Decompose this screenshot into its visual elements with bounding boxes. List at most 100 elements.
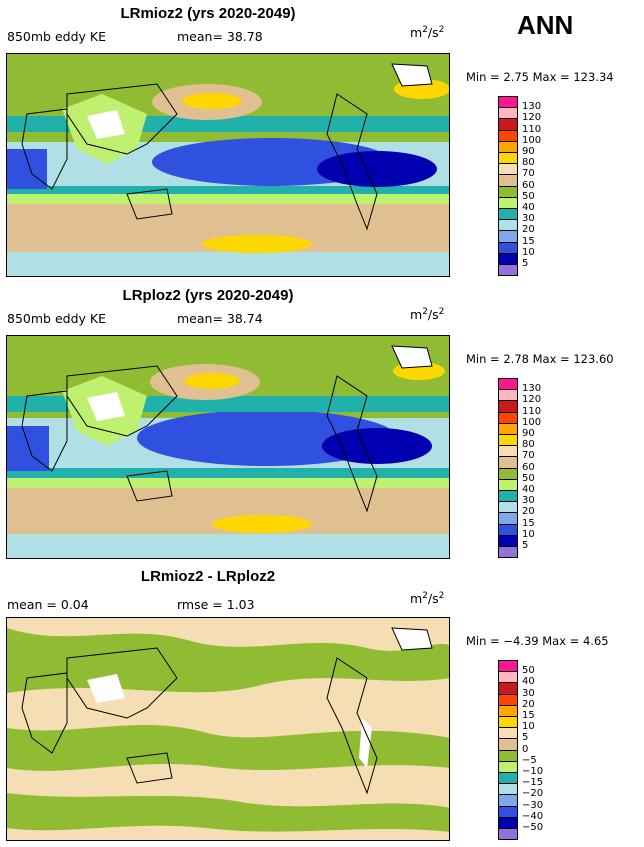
colorbar-level-label: 130 <box>522 383 542 395</box>
colorbar-level-label: 50 <box>522 190 535 202</box>
panel2-minmax: Min = 2.78 Max = 123.60 <box>466 352 614 366</box>
colorbar-level-label: 100 <box>522 134 542 146</box>
panel3-rmse: rmse = 1.03 <box>177 597 255 612</box>
colorbar-level-label: 60 <box>522 461 535 473</box>
colorbar-level-label: 10 <box>522 246 535 258</box>
colorbar-level-label: 5 <box>522 732 529 744</box>
colorbar-level-label: 20 <box>522 224 535 236</box>
tibetan-plateau-mask <box>87 392 125 421</box>
colorbar-level-label: 40 <box>522 202 535 213</box>
panel1-title: LRmioz2 (yrs 2020-2049) <box>120 5 296 22</box>
greenland <box>391 63 433 87</box>
australia-coastline <box>126 470 173 502</box>
colorbar-level-label: −15 <box>522 777 544 789</box>
panel2-title: LRploz2 (yrs 2020-2049) <box>122 287 294 304</box>
colorbar-level-label: −50 <box>522 822 544 833</box>
antarctic-band <box>7 252 449 276</box>
colorbar-level-label: 15 <box>522 235 535 247</box>
southern-ocean-max <box>212 515 312 533</box>
colorbar-level-label: −20 <box>522 788 544 800</box>
north-pacific-max <box>182 93 242 109</box>
eastern-pacific-min <box>322 428 432 464</box>
colorbar-level-label: 40 <box>522 676 535 688</box>
panel1-units: m2/s2 <box>410 25 445 41</box>
australia-coastline <box>126 188 173 220</box>
panel1-colorbar: 130 120 110 100 90 80 70 60 50 40 30 20 15 10 5 <box>498 96 541 277</box>
colorbar-level-label: 110 <box>522 405 542 417</box>
panel2-map <box>6 335 450 559</box>
colorbar-level-label: 5 <box>522 540 529 551</box>
colorbar-level-label: 90 <box>522 146 535 157</box>
andes-mask <box>359 718 372 768</box>
african-low <box>7 149 47 189</box>
colorbar-level-label: 90 <box>522 428 535 439</box>
panel3-title: LRmioz2 - LRploz2 <box>140 568 276 585</box>
colorbar-level-label: 70 <box>522 168 535 180</box>
panel3-mean: mean = 0.04 <box>7 597 89 612</box>
colorbar-level-label: 110 <box>522 123 542 135</box>
southern-teal-band <box>7 468 449 478</box>
colorbar-level-label: 130 <box>522 101 542 113</box>
colorbar-level-label: 50 <box>522 472 535 484</box>
southern-ocean-max <box>202 235 312 253</box>
colorbar-level-label: 100 <box>522 416 542 428</box>
panel3-colorbar: 50 40 30 20 15 10 5 0 −5 −10 −15 −20 −30 −40 −50 <box>498 660 543 841</box>
colorbar-level-label: 80 <box>522 439 535 451</box>
colorbar-level-label: 120 <box>522 394 542 406</box>
colorbar-level-label: 5 <box>522 258 529 269</box>
colorbar-swatch <box>498 546 518 559</box>
southern-teal-band <box>7 186 449 194</box>
greenland <box>391 627 433 651</box>
americas-coastline <box>326 657 378 795</box>
eastern-pacific-min <box>317 151 437 187</box>
tropical-diff-region <box>7 725 449 771</box>
panel3-units: m2/s2 <box>410 591 445 607</box>
colorbar-level-label: 120 <box>522 112 542 124</box>
colorbar-level-label: −10 <box>522 766 544 777</box>
colorbar-level-label: 40 <box>522 484 535 495</box>
colorbar-level-label: −5 <box>522 754 537 766</box>
colorbar-level-label: 80 <box>522 157 535 169</box>
panel2-units: m2/s2 <box>410 307 445 323</box>
season-label: ANN <box>517 10 574 40</box>
tibetan-plateau-mask <box>87 110 125 139</box>
asia-coastline <box>66 365 178 437</box>
panel1-map <box>6 53 450 277</box>
asia-coastline <box>66 83 178 155</box>
panel2-variable: 850mb eddy KE <box>7 311 106 326</box>
colorbar-level-label: 60 <box>522 179 535 191</box>
colorbar-level-label: 20 <box>522 698 535 710</box>
tibetan-plateau-mask <box>87 674 125 703</box>
southern-green-band <box>7 194 449 204</box>
panel2-colorbar: 130 120 110 100 90 80 70 60 50 40 30 20 15 10 5 <box>498 378 541 559</box>
greenland <box>391 345 433 369</box>
colorbar-level-label: 0 <box>522 743 529 755</box>
colorbar-swatch <box>498 264 518 277</box>
colorbar-level-label: −40 <box>522 810 544 822</box>
panel2-mean: mean= 38.74 <box>177 311 263 326</box>
panel1-minmax: Min = 2.75 Max = 123.34 <box>466 70 614 84</box>
colorbar-level-label: 30 <box>522 213 535 225</box>
panel3-minmax: Min = −4.39 Max = 4.65 <box>466 634 609 648</box>
americas-coastline <box>326 93 378 231</box>
colorbar-level-label: 15 <box>522 517 535 529</box>
panel1-mean: mean= 38.78 <box>177 29 263 44</box>
colorbar-level-label: 15 <box>522 710 535 721</box>
panel3-map <box>6 617 450 841</box>
colorbar-level-label: 70 <box>522 450 535 462</box>
colorbar-level-label: 50 <box>522 665 535 677</box>
colorbar-level-label: −30 <box>522 799 544 811</box>
colorbar-level-label: 10 <box>522 721 535 733</box>
panel1-variable: 850mb eddy KE <box>7 29 106 44</box>
asia-coastline <box>66 647 178 719</box>
americas-coastline <box>326 375 378 513</box>
antarctic-band <box>7 534 449 558</box>
colorbar-swatch <box>498 828 518 841</box>
southern-green-band <box>7 478 449 488</box>
north-pacific-max <box>184 373 240 389</box>
southern-diff-region <box>7 793 449 832</box>
australia-coastline <box>126 752 173 784</box>
colorbar-level-label: 30 <box>522 495 535 507</box>
colorbar-level-label: 30 <box>522 687 535 699</box>
colorbar-level-label: 10 <box>522 528 535 540</box>
